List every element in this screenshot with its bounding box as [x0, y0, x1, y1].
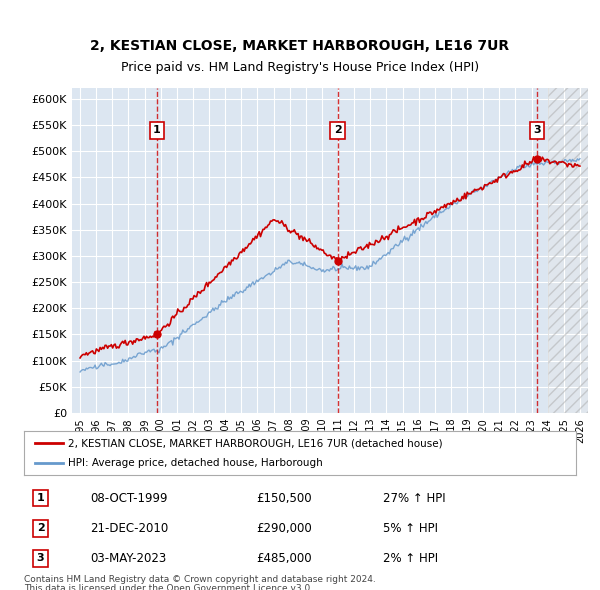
Text: 2% ↑ HPI: 2% ↑ HPI — [383, 552, 438, 565]
Text: This data is licensed under the Open Government Licence v3.0.: This data is licensed under the Open Gov… — [24, 584, 313, 590]
Text: 1: 1 — [153, 125, 161, 135]
Text: £485,000: £485,000 — [256, 552, 311, 565]
Text: 21-DEC-2010: 21-DEC-2010 — [90, 522, 169, 535]
Text: Contains HM Land Registry data © Crown copyright and database right 2024.: Contains HM Land Registry data © Crown c… — [24, 575, 376, 584]
Text: 08-OCT-1999: 08-OCT-1999 — [90, 491, 168, 504]
Text: 2, KESTIAN CLOSE, MARKET HARBOROUGH, LE16 7UR (detached house): 2, KESTIAN CLOSE, MARKET HARBOROUGH, LE1… — [68, 438, 443, 448]
Text: 2, KESTIAN CLOSE, MARKET HARBOROUGH, LE16 7UR: 2, KESTIAN CLOSE, MARKET HARBOROUGH, LE1… — [91, 39, 509, 53]
Text: 2: 2 — [37, 523, 44, 533]
Text: 27% ↑ HPI: 27% ↑ HPI — [383, 491, 445, 504]
Text: 5% ↑ HPI: 5% ↑ HPI — [383, 522, 438, 535]
Text: £290,000: £290,000 — [256, 522, 311, 535]
Text: 3: 3 — [37, 553, 44, 563]
Text: Price paid vs. HM Land Registry's House Price Index (HPI): Price paid vs. HM Land Registry's House … — [121, 61, 479, 74]
Text: HPI: Average price, detached house, Harborough: HPI: Average price, detached house, Harb… — [68, 458, 323, 467]
Text: 03-MAY-2023: 03-MAY-2023 — [90, 552, 166, 565]
Text: 3: 3 — [533, 125, 541, 135]
Text: 2: 2 — [334, 125, 341, 135]
Text: 1: 1 — [37, 493, 44, 503]
Text: £150,500: £150,500 — [256, 491, 311, 504]
